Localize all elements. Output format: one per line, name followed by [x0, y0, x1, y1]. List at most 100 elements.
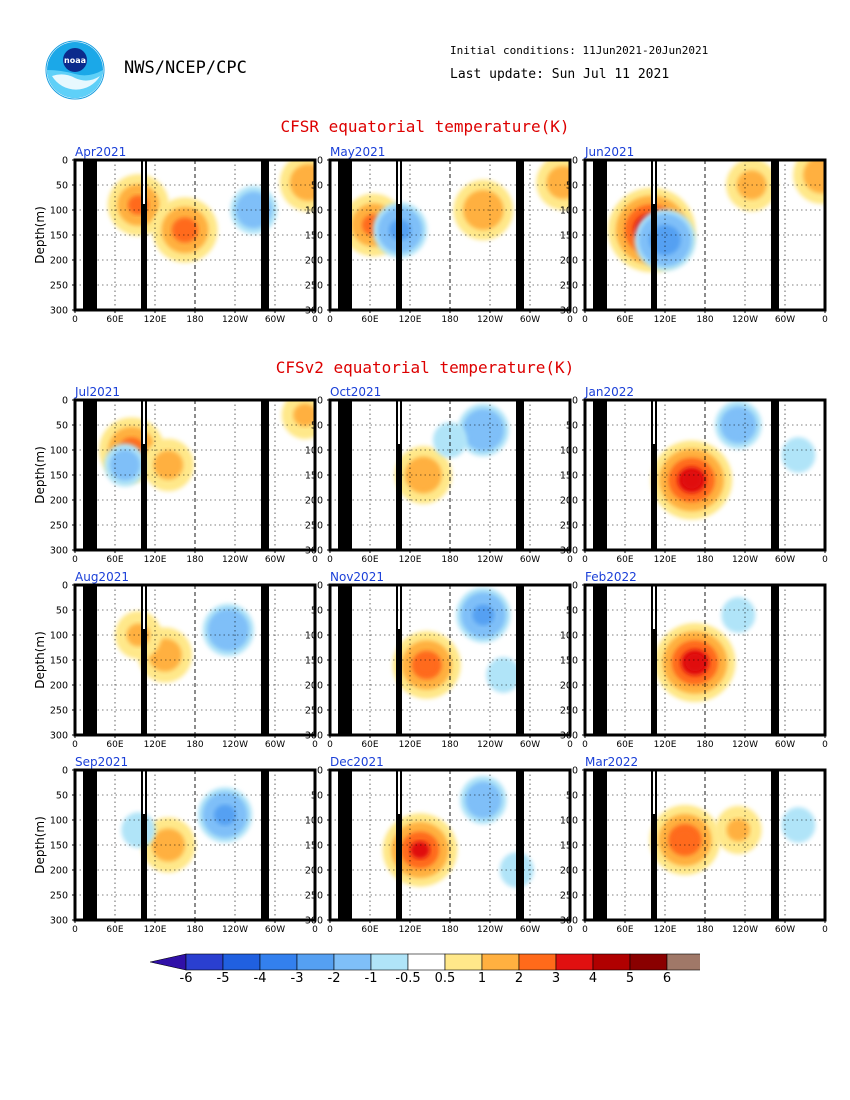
y-tick-label: 50	[566, 181, 578, 192]
panel-title: Jan2022	[584, 386, 634, 399]
y-tick-label: 300	[560, 546, 578, 557]
y-tick-label: 150	[305, 471, 323, 482]
y-tick-label: 100	[50, 631, 68, 642]
y-tick-label: 200	[50, 496, 68, 507]
colorbar-label: 5	[626, 971, 634, 986]
panel-title: Apr2021	[75, 146, 126, 159]
y-tick-label: 250	[305, 521, 323, 532]
x-tick-label: 60E	[616, 315, 633, 325]
y-tick-label: 0	[317, 581, 323, 592]
y-tick-label: 0	[317, 396, 323, 407]
y-tick-label: 0	[317, 156, 323, 167]
x-tick-label: 60W	[520, 925, 540, 935]
x-tick-label: 0	[327, 740, 333, 750]
land-mask-gap	[143, 585, 145, 629]
y-tick-label: 150	[305, 656, 323, 667]
y-tick-label: 200	[305, 496, 323, 507]
x-tick-label: 0	[822, 555, 828, 565]
anomaly-contour	[121, 812, 156, 848]
x-tick-label: 120W	[732, 555, 758, 565]
x-tick-label: 60W	[775, 555, 795, 565]
y-tick-label: 100	[305, 206, 323, 217]
anomaly-contour	[416, 655, 437, 675]
x-tick-label: 0	[312, 925, 318, 935]
y-tick-label: 250	[560, 521, 578, 532]
x-tick-label: 180	[441, 740, 458, 750]
x-tick-label: 120E	[144, 925, 167, 935]
panel-title: Jul2021	[74, 386, 120, 399]
y-tick-label: 150	[50, 656, 68, 667]
land-mask-gap	[653, 585, 655, 629]
y-tick-label: 250	[50, 521, 68, 532]
x-tick-label: 0	[567, 925, 573, 935]
x-tick-label: 120E	[399, 555, 422, 565]
colorbar-label: 1	[478, 971, 486, 986]
initial-conditions: Initial conditions: 11Jun2021-20Jun2021	[450, 44, 709, 57]
x-tick-label: 60E	[361, 925, 378, 935]
y-tick-label: 50	[56, 791, 68, 802]
x-tick-label: 0	[327, 555, 333, 565]
land-mask-gap	[398, 770, 400, 814]
colorbar-label: -2	[328, 971, 341, 986]
y-tick-label: 200	[560, 866, 578, 877]
colorbar-swatch	[444, 953, 483, 971]
colorbar-swatch	[185, 953, 224, 971]
y-tick-label: 150	[305, 841, 323, 852]
x-tick-label: 180	[441, 315, 458, 325]
y-tick-label: 50	[311, 421, 323, 432]
anomaly-contour	[486, 657, 521, 693]
colorbar-label: -1	[365, 971, 378, 986]
panel-title: May2021	[330, 146, 385, 159]
x-tick-label: 60W	[520, 740, 540, 750]
panel-title: Dec2021	[330, 756, 384, 769]
colorbar: -6 -5 -4 -3 -2 -1 -0.5 0.5 1 2 3 4 5 6	[150, 953, 700, 986]
x-tick-label: 60E	[106, 925, 123, 935]
anomaly-contour	[472, 604, 495, 626]
y-tick-label: 150	[50, 471, 68, 482]
y-tick-label: 200	[305, 256, 323, 267]
panel-title: Oct2021	[330, 386, 381, 399]
y-tick-label: 50	[311, 791, 323, 802]
x-tick-label: 0	[327, 315, 333, 325]
x-tick-label: 180	[186, 925, 203, 935]
anomaly-contour	[654, 230, 676, 250]
panel-title: Feb2022	[585, 571, 637, 584]
colorbar-label: -6	[180, 971, 193, 986]
y-tick-label: 0	[62, 766, 68, 777]
anomaly-contour	[432, 422, 468, 458]
y-tick-label: 200	[50, 681, 68, 692]
y-axis-label: Depth(m)	[35, 446, 47, 504]
x-tick-label: 60W	[265, 555, 285, 565]
x-tick-label: 0	[822, 740, 828, 750]
x-tick-label: 0	[72, 315, 78, 325]
x-tick-label: 0	[822, 315, 828, 325]
y-tick-label: 250	[50, 281, 68, 292]
y-tick-label: 100	[560, 816, 578, 827]
panel-title: Mar2022	[585, 756, 638, 769]
anomaly-contour	[214, 804, 236, 826]
logo-text: noaa	[64, 56, 86, 65]
colorbar-swatch	[259, 953, 298, 971]
anomaly-contour	[552, 172, 570, 193]
anomaly-contour	[685, 654, 705, 671]
x-tick-label: 120W	[222, 925, 248, 935]
colorbar-swatch	[666, 953, 700, 971]
colorbar-swatch	[370, 953, 409, 971]
y-tick-label: 200	[560, 681, 578, 692]
y-tick-label: 100	[305, 631, 323, 642]
anomaly-contour	[109, 449, 141, 481]
y-tick-label: 0	[317, 766, 323, 777]
y-tick-label: 300	[305, 546, 323, 557]
x-tick-label: 60E	[616, 555, 633, 565]
y-tick-label: 50	[566, 421, 578, 432]
y-tick-label: 300	[50, 731, 68, 742]
x-tick-label: 60W	[265, 925, 285, 935]
y-tick-label: 300	[560, 306, 578, 317]
y-tick-label: 200	[305, 681, 323, 692]
colorbar-label: 0.5	[435, 971, 456, 986]
x-tick-label: 60W	[775, 315, 795, 325]
